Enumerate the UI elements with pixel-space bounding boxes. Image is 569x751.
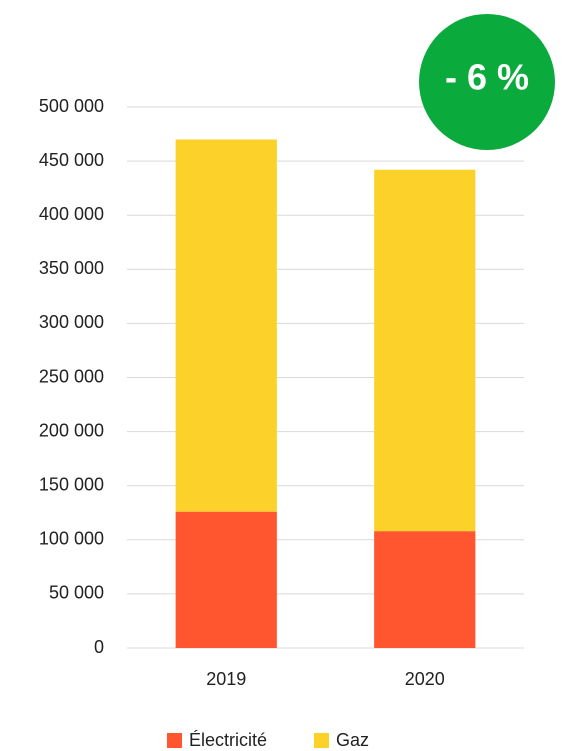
bar-segment [374,531,476,648]
y-tick-label: 50 000 [49,583,104,603]
y-tick-label: 400 000 [39,204,104,224]
legend-swatch [167,733,182,748]
y-tick-label: 0 [94,637,104,657]
x-tick-label: 2020 [405,669,445,689]
y-tick-label: 450 000 [39,150,104,170]
bar-segment [374,169,476,532]
y-tick-label: 200 000 [39,420,104,440]
y-tick-label: 500 000 [39,96,104,116]
y-tick-label: 350 000 [39,258,104,278]
bar-segment [175,511,277,648]
legend-label: Électricité [189,730,267,750]
legend-swatch [314,733,329,748]
y-tick-label: 150 000 [39,474,104,494]
y-tick-label: 300 000 [39,312,104,332]
y-tick-label: 100 000 [39,529,104,549]
y-tick-label: 250 000 [39,366,104,386]
annotation-badge [419,14,555,150]
legend-label: Gaz [336,730,369,750]
x-tick-label: 2019 [206,669,246,689]
annotation: - 6 % [445,57,529,98]
bar-segment [175,139,277,512]
